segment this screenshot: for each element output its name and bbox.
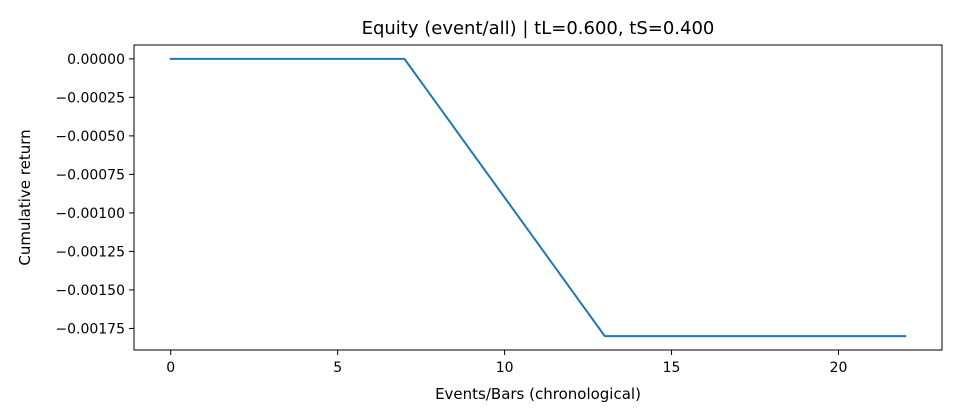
x-tick-label: 15 [663, 360, 681, 376]
series-line [169, 57, 907, 338]
plot-frame [133, 44, 943, 351]
x-axis-label: Events/Bars (chronological) [435, 385, 641, 403]
y-tick-label: −0.00075 [55, 167, 125, 183]
y-tick-label: −0.00100 [55, 206, 125, 222]
y-tick-label: −0.00125 [55, 244, 125, 260]
x-tick-label: 20 [830, 360, 848, 376]
x-tick-label: 0 [166, 360, 175, 376]
y-axis-ticks: 0.00000 −0.00025 −0.00050 −0.00075 −0.00100 −… [55, 52, 134, 337]
x-tick-label: 10 [496, 360, 514, 376]
x-tick-label: 5 [333, 360, 342, 376]
y-tick-label: −0.00025 [55, 90, 125, 106]
chart-title: Equity (event/all) | tL=0.600, tS=0.400 [362, 18, 715, 39]
y-tick-label: 0.00000 [67, 52, 125, 68]
y-tick-label: −0.00050 [55, 129, 125, 145]
y-axis-label: Cumulative return [16, 129, 34, 265]
x-axis-ticks: 0 5 10 15 20 [166, 350, 847, 376]
y-tick-label: −0.00175 [55, 321, 125, 337]
y-tick-label: −0.00150 [55, 283, 125, 299]
